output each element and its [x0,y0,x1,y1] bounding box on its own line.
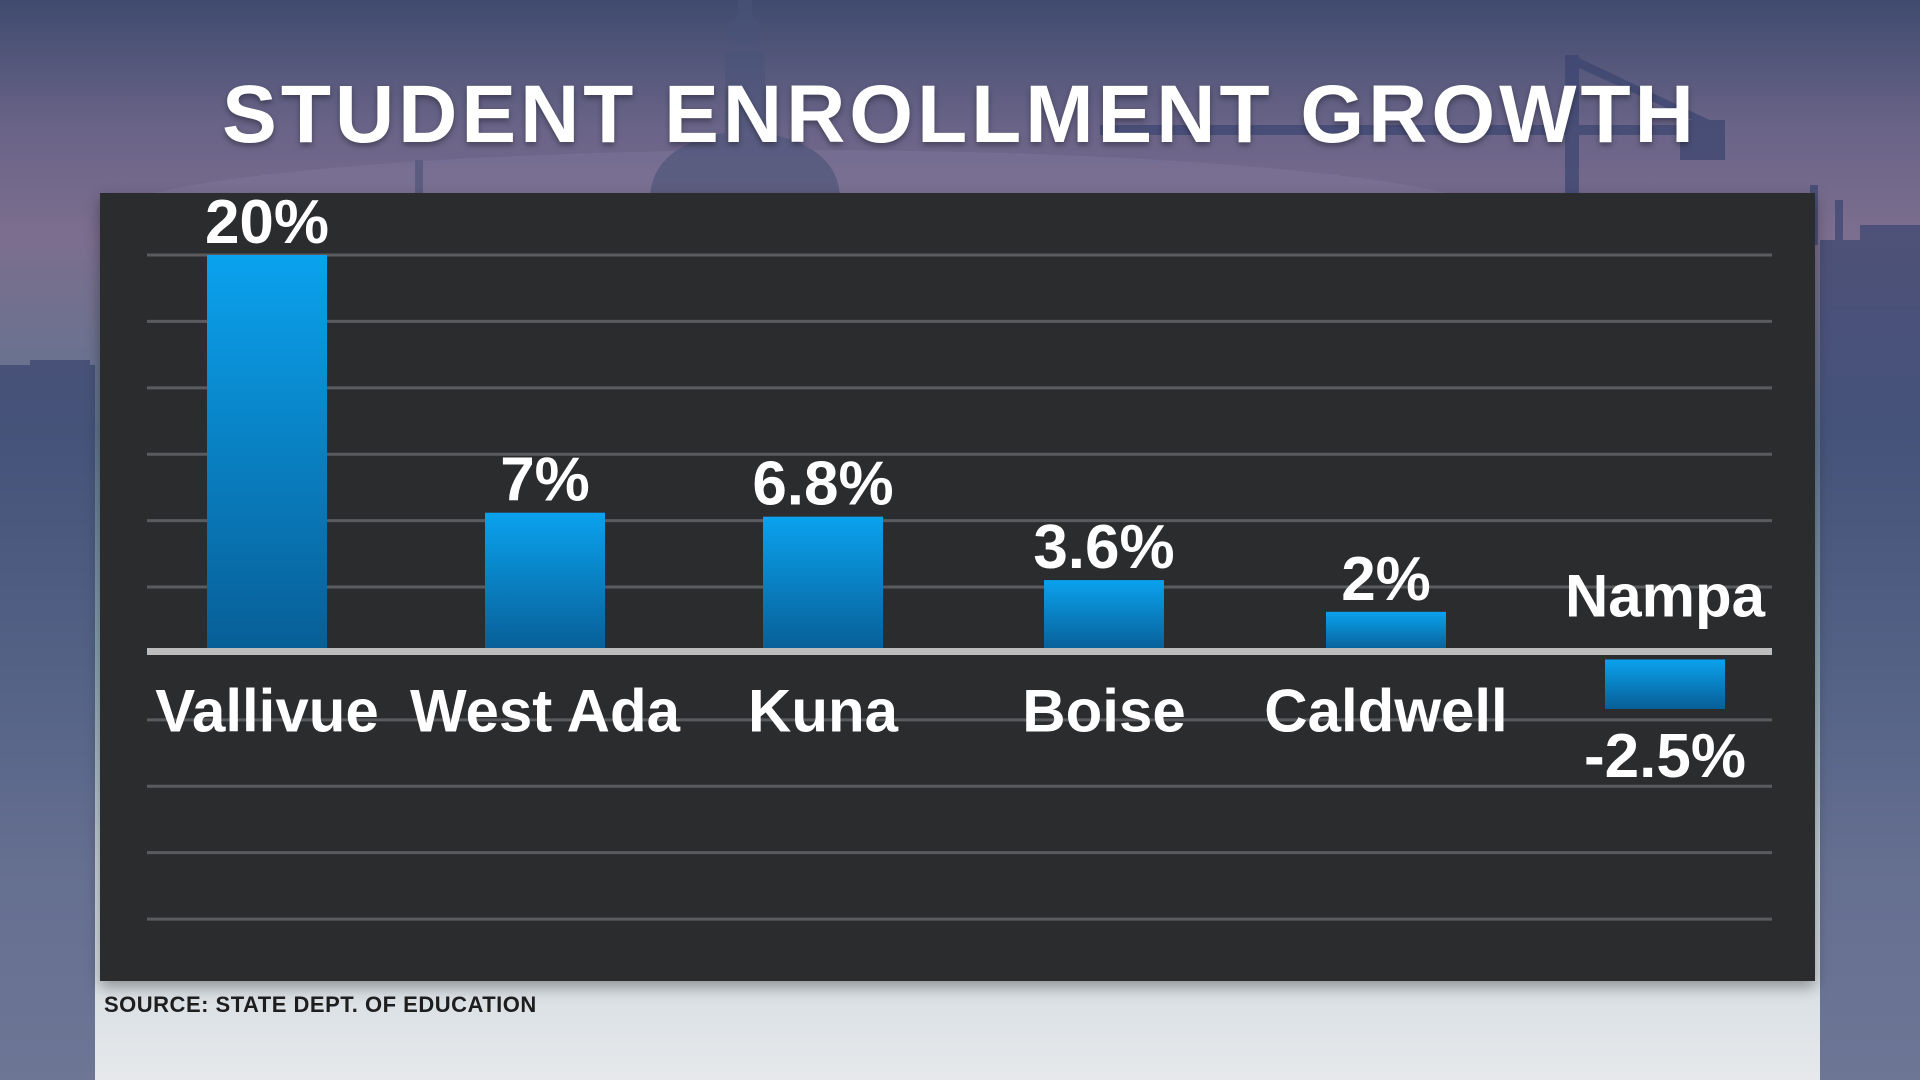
category-label: Nampa [1565,562,1766,629]
value-label: 20% [205,193,329,257]
bar-chart: 20% Vallivue 7% West Ada 6.8% Kuna 3.6% Boise 2%… [147,193,1772,921]
bar-kuna [763,516,883,652]
category-label: Caldwell [1264,677,1507,744]
bar-caldwell [1326,611,1446,652]
chart-title: STUDENT ENROLLMENT GROWTH [222,69,1698,160]
value-label: 3.6% [1033,513,1174,582]
bar-boise [1044,580,1164,652]
value-label: 2% [1341,545,1431,614]
bar-vallivue [207,255,327,652]
bar-west-ada [485,512,605,652]
source-note: SOURCE: STATE DEPT. OF EDUCATION [104,992,537,1017]
category-label: West Ada [410,677,681,744]
value-label: -2.5% [1584,722,1746,791]
bar-nampa [1605,659,1725,710]
category-label: Boise [1022,677,1185,744]
category-label: Kuna [748,677,899,744]
value-label: 7% [500,446,590,515]
category-label: Vallivue [155,677,378,744]
value-label: 6.8% [752,450,893,519]
